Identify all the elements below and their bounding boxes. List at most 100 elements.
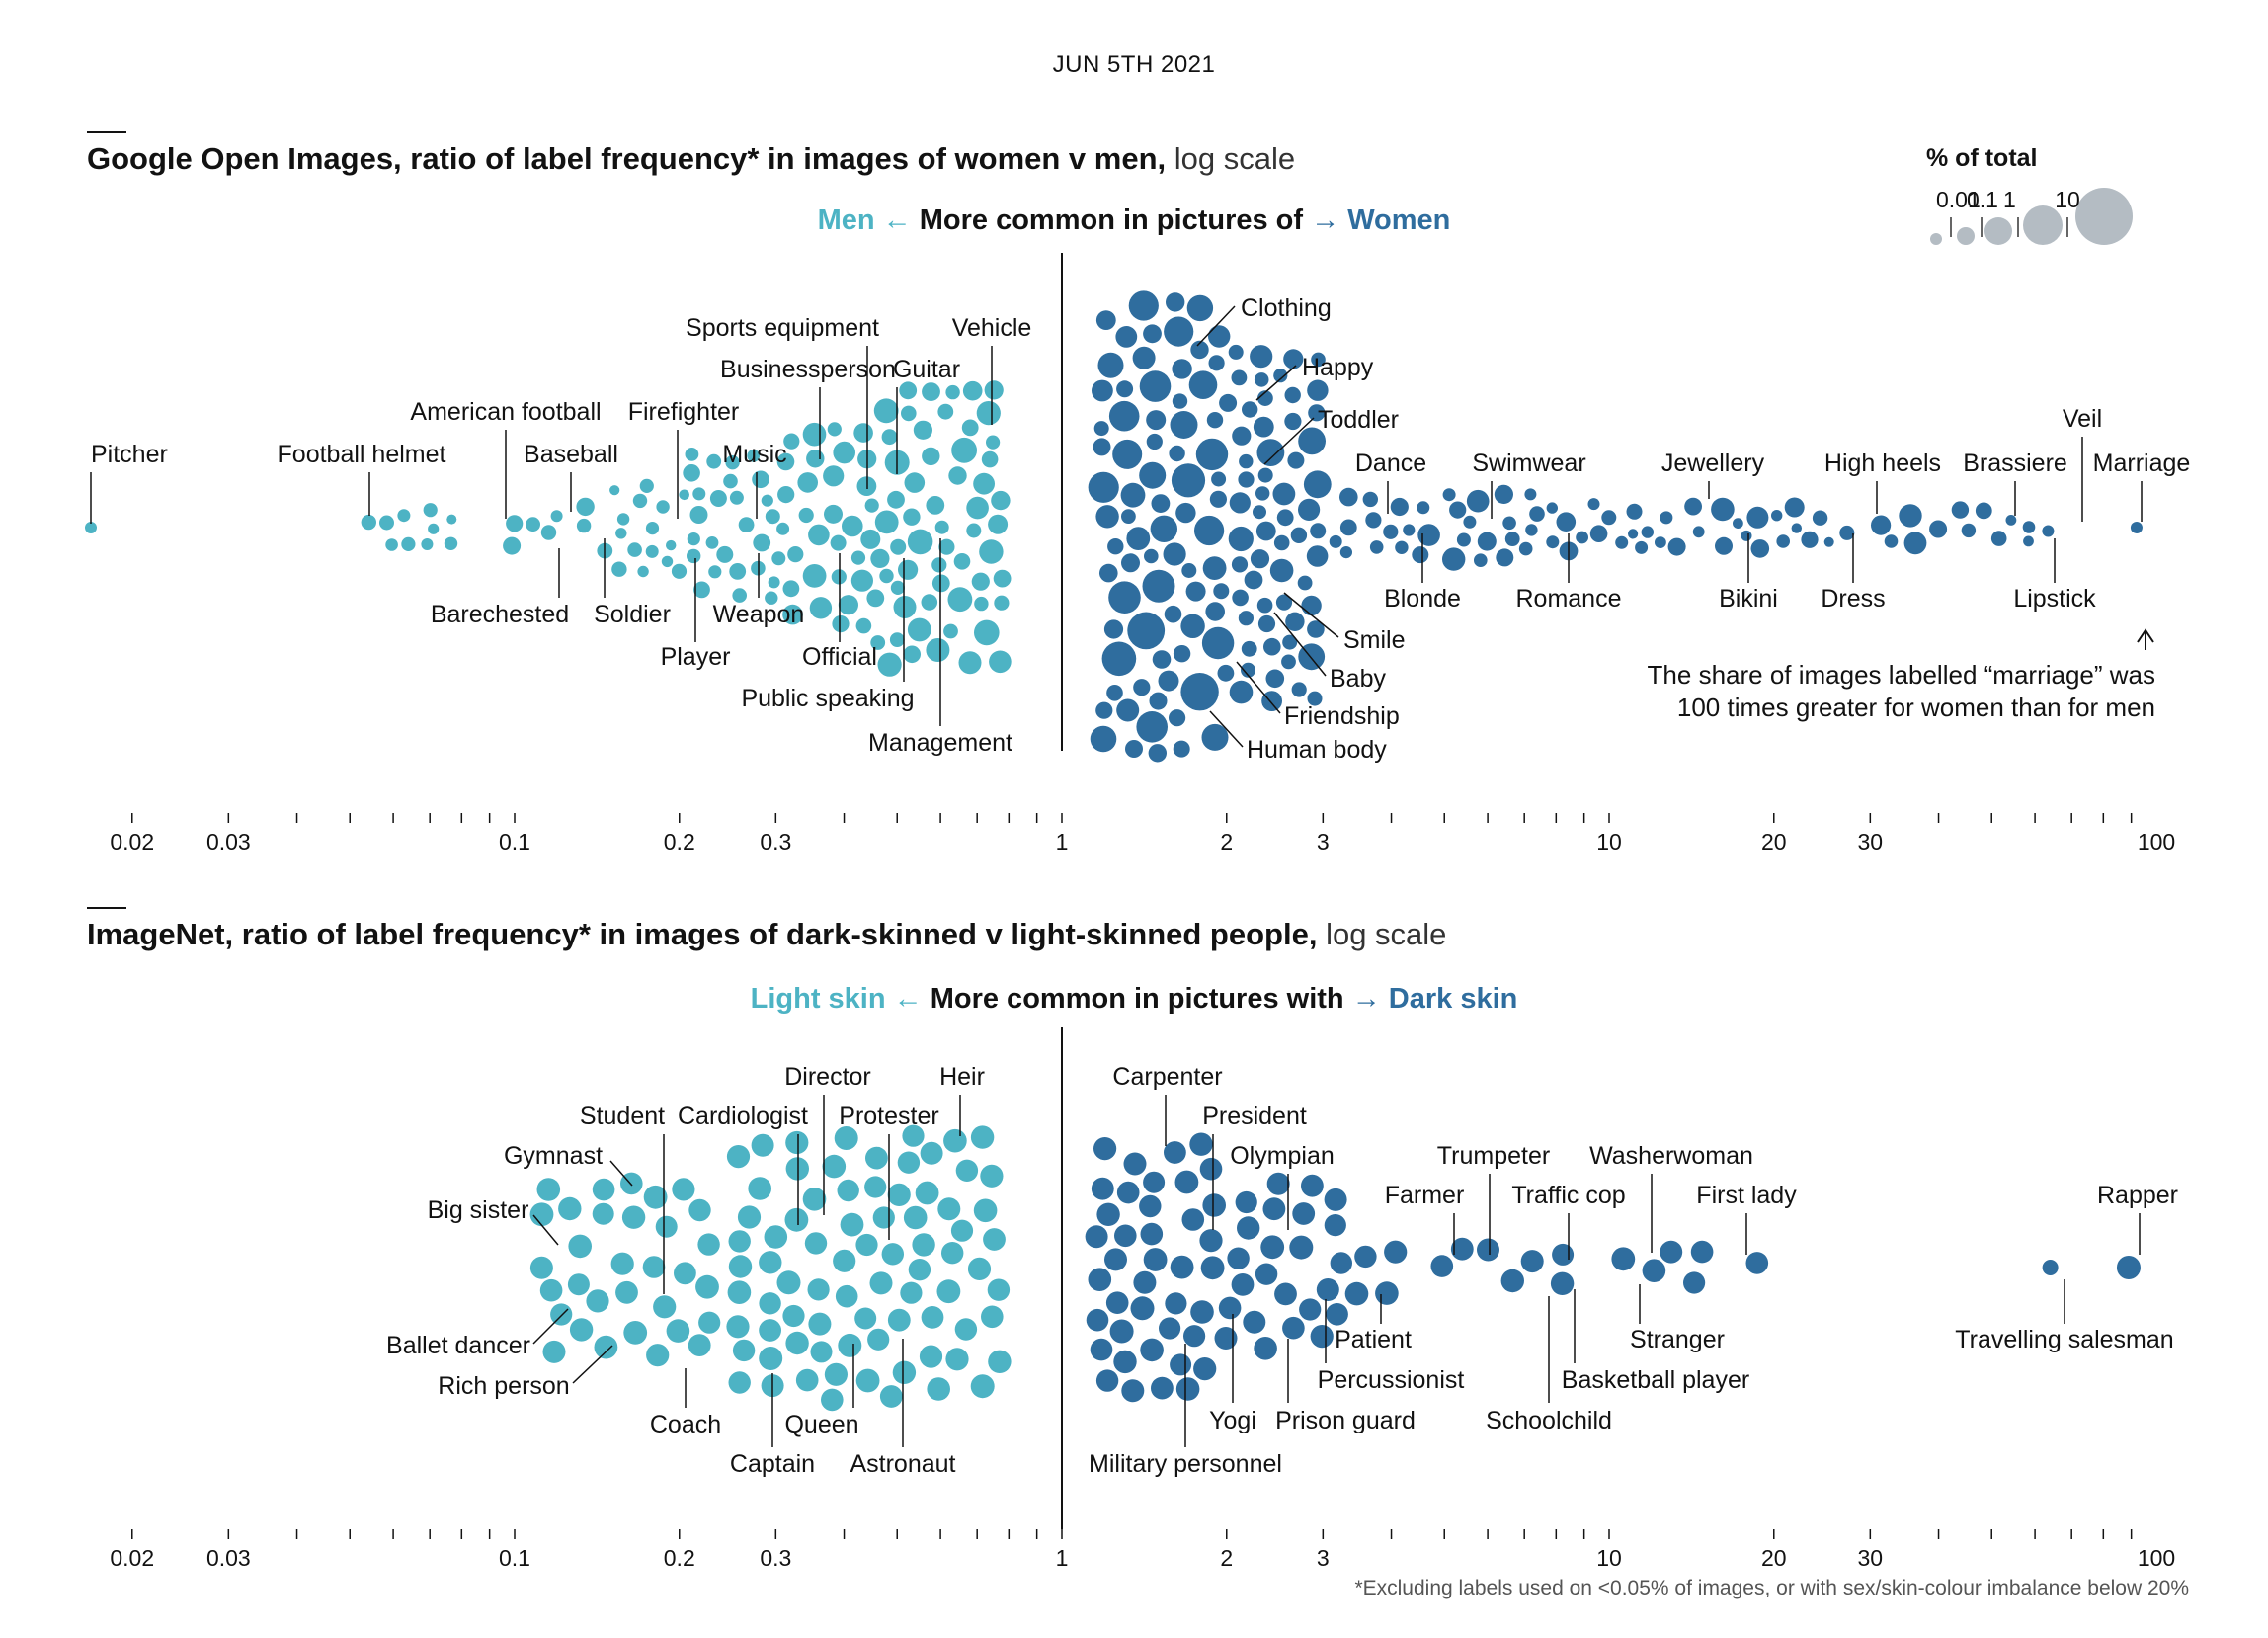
data-point: [661, 555, 674, 568]
data-point: [932, 557, 947, 573]
point-label: Jewellery: [1661, 450, 1765, 477]
data-point: [1660, 511, 1673, 525]
data-point: [938, 538, 955, 555]
data-point: [837, 1179, 859, 1202]
data-point: [1094, 421, 1109, 437]
data-point: [542, 1340, 566, 1363]
title-rule-bottom: [87, 907, 126, 909]
data-point: [1238, 611, 1254, 626]
data-point: [1174, 1170, 1199, 1194]
data-point: [1091, 1177, 1114, 1200]
data-point: [1326, 1303, 1348, 1326]
data-point: [768, 576, 780, 589]
data-point: [728, 1255, 753, 1278]
data-point: [1109, 1319, 1134, 1344]
data-point: [1324, 1188, 1347, 1211]
data-point: [1169, 709, 1186, 727]
data-point: [1231, 556, 1249, 573]
data-point: [726, 1145, 751, 1169]
leader-line: [1196, 305, 1236, 347]
data-point: [1188, 370, 1218, 400]
data-point: [1430, 1255, 1454, 1277]
data-point: [1095, 310, 1116, 330]
data-point: [1180, 673, 1219, 711]
point-label: Weapon: [713, 601, 805, 628]
data-point: [503, 536, 522, 555]
data-point: [1241, 640, 1257, 657]
data-point: [1316, 1278, 1339, 1301]
data-point: [974, 596, 989, 612]
point-label: Heir: [939, 1063, 985, 1091]
point-label: Protester: [839, 1103, 938, 1130]
annotation-text: 100 times greater for women than for men: [1677, 693, 2155, 722]
data-point: [1330, 1252, 1353, 1274]
data-point: [1190, 340, 1209, 360]
point-label: Blonde: [1384, 585, 1461, 613]
point-label: Patient: [1335, 1326, 1412, 1353]
legend-size-label: 0.1: [1967, 187, 1998, 212]
data-point: [1684, 497, 1702, 516]
data-point: [907, 529, 933, 555]
data-point: [1232, 426, 1252, 446]
point-label: Veil: [2063, 405, 2102, 433]
data-point: [901, 405, 917, 422]
data-point: [1139, 370, 1172, 402]
data-point: [1132, 346, 1156, 369]
data-point: [1206, 412, 1224, 429]
point-label: Captain: [730, 1450, 815, 1478]
data-point: [873, 398, 899, 424]
leader-line: [1283, 592, 1339, 638]
data-point: [1339, 519, 1357, 536]
data-point: [1139, 461, 1167, 489]
data-point: [592, 1202, 614, 1225]
data-point: [1260, 1235, 1285, 1260]
panel2-title: ImageNet, ratio of label frequency* in i…: [87, 917, 1446, 952]
panel2-title-light: log scale: [1326, 917, 1447, 951]
data-point: [709, 490, 727, 507]
data-point: [1172, 359, 1192, 379]
legend-circle: [1984, 217, 2012, 245]
data-point: [908, 1259, 932, 1281]
data-point: [1329, 534, 1342, 548]
data-point: [1208, 325, 1231, 348]
point-label: Olympian: [1230, 1142, 1335, 1170]
data-point: [902, 1124, 925, 1147]
data-point: [568, 1234, 592, 1259]
data-point: [926, 638, 950, 662]
panel1-dir-center: More common in pictures of: [919, 205, 1304, 236]
point-label: Swimwear: [1472, 450, 1585, 477]
data-point: [1715, 536, 1733, 555]
data-point: [666, 539, 677, 551]
axis-tick-label: 0.03: [206, 829, 251, 855]
data-point: [1202, 1193, 1226, 1217]
point-label: Washerwoman: [1589, 1142, 1753, 1170]
data-point: [782, 580, 800, 598]
data-point: [771, 551, 786, 566]
point-label: Barechested: [431, 601, 569, 628]
data-point: [728, 1230, 751, 1253]
data-point: [1144, 548, 1159, 564]
data-point: [941, 1242, 964, 1265]
data-point: [1219, 393, 1238, 412]
data-point: [1116, 698, 1140, 722]
data-point: [1194, 515, 1225, 546]
data-point: [869, 1271, 893, 1295]
data-point: [904, 472, 926, 493]
data-point: [1181, 1208, 1205, 1231]
data-point: [784, 1207, 809, 1232]
data-point: [1642, 1259, 1666, 1282]
data-point: [1390, 497, 1409, 517]
data-point: [903, 1205, 928, 1230]
data-point: [986, 435, 1001, 450]
data-point: [961, 419, 979, 437]
data-point: [655, 1215, 678, 1238]
data-point: [609, 485, 620, 496]
data-point: [1146, 433, 1163, 450]
data-point: [971, 572, 990, 591]
data-point: [1525, 524, 1538, 536]
panel1-title: Google Open Images, ratio of label frequ…: [87, 141, 1295, 177]
data-point: [855, 1368, 880, 1393]
data-point: [833, 441, 855, 464]
data-point: [1133, 679, 1151, 696]
data-point: [1165, 1292, 1187, 1315]
